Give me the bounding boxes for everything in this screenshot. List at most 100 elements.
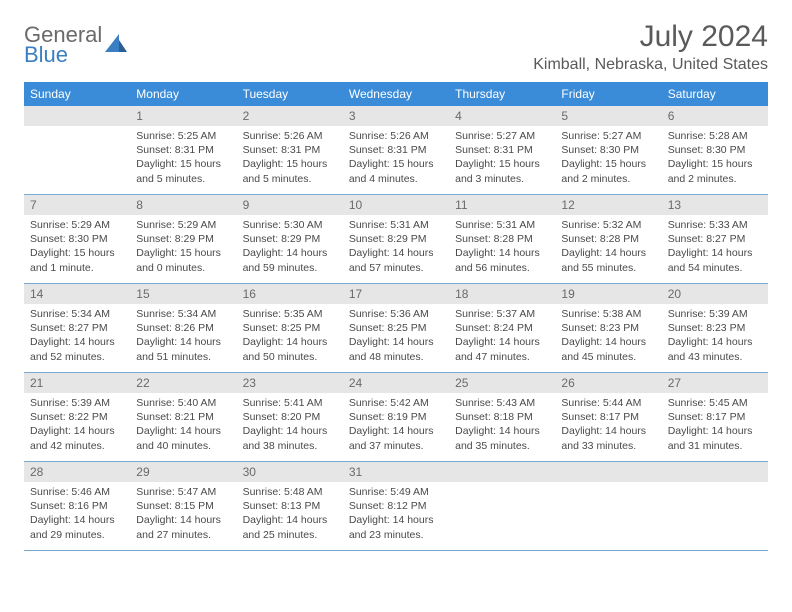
day-number: 14	[24, 284, 130, 304]
day-number	[662, 462, 768, 482]
day-number: 9	[237, 195, 343, 215]
day-number: 15	[130, 284, 236, 304]
day-number: 2	[237, 106, 343, 126]
calendar-week-row: 14Sunrise: 5:34 AMSunset: 8:27 PMDayligh…	[24, 284, 768, 373]
day-content: Sunrise: 5:28 AMSunset: 8:30 PMDaylight:…	[662, 126, 768, 192]
day-number: 12	[555, 195, 661, 215]
day-content: Sunrise: 5:42 AMSunset: 8:19 PMDaylight:…	[343, 393, 449, 459]
day-content: Sunrise: 5:39 AMSunset: 8:23 PMDaylight:…	[662, 304, 768, 370]
calendar-week-row: 21Sunrise: 5:39 AMSunset: 8:22 PMDayligh…	[24, 373, 768, 462]
weekday-header: Tuesday	[237, 82, 343, 106]
day-number: 21	[24, 373, 130, 393]
day-number: 31	[343, 462, 449, 482]
calendar-day-cell: 9Sunrise: 5:30 AMSunset: 8:29 PMDaylight…	[237, 195, 343, 284]
day-number: 7	[24, 195, 130, 215]
brand-word2: Blue	[24, 44, 102, 66]
day-content: Sunrise: 5:37 AMSunset: 8:24 PMDaylight:…	[449, 304, 555, 370]
calendar-day-cell: 8Sunrise: 5:29 AMSunset: 8:29 PMDaylight…	[130, 195, 236, 284]
day-content: Sunrise: 5:35 AMSunset: 8:25 PMDaylight:…	[237, 304, 343, 370]
day-number: 5	[555, 106, 661, 126]
month-title: July 2024	[533, 20, 768, 54]
weekday-header: Friday	[555, 82, 661, 106]
day-number: 18	[449, 284, 555, 304]
day-content: Sunrise: 5:31 AMSunset: 8:29 PMDaylight:…	[343, 215, 449, 281]
day-number: 8	[130, 195, 236, 215]
calendar-week-row: 1Sunrise: 5:25 AMSunset: 8:31 PMDaylight…	[24, 106, 768, 195]
day-number: 28	[24, 462, 130, 482]
calendar-week-row: 7Sunrise: 5:29 AMSunset: 8:30 PMDaylight…	[24, 195, 768, 284]
calendar-day-cell: 28Sunrise: 5:46 AMSunset: 8:16 PMDayligh…	[24, 462, 130, 551]
calendar-day-cell: 23Sunrise: 5:41 AMSunset: 8:20 PMDayligh…	[237, 373, 343, 462]
day-content: Sunrise: 5:27 AMSunset: 8:30 PMDaylight:…	[555, 126, 661, 192]
calendar-day-cell: 1Sunrise: 5:25 AMSunset: 8:31 PMDaylight…	[130, 106, 236, 195]
calendar-day-cell: 29Sunrise: 5:47 AMSunset: 8:15 PMDayligh…	[130, 462, 236, 551]
day-content: Sunrise: 5:34 AMSunset: 8:27 PMDaylight:…	[24, 304, 130, 370]
weekday-header: Monday	[130, 82, 236, 106]
header: General Blue July 2024 Kimball, Nebraska…	[24, 20, 768, 74]
calendar-day-cell: 14Sunrise: 5:34 AMSunset: 8:27 PMDayligh…	[24, 284, 130, 373]
day-number: 24	[343, 373, 449, 393]
day-content: Sunrise: 5:47 AMSunset: 8:15 PMDaylight:…	[130, 482, 236, 548]
calendar-empty-cell	[24, 106, 130, 195]
calendar-day-cell: 4Sunrise: 5:27 AMSunset: 8:31 PMDaylight…	[449, 106, 555, 195]
calendar-day-cell: 27Sunrise: 5:45 AMSunset: 8:17 PMDayligh…	[662, 373, 768, 462]
brand-logo: General Blue	[24, 20, 127, 66]
day-number	[24, 106, 130, 126]
day-content: Sunrise: 5:49 AMSunset: 8:12 PMDaylight:…	[343, 482, 449, 548]
day-number: 4	[449, 106, 555, 126]
weekday-header: Thursday	[449, 82, 555, 106]
day-number: 23	[237, 373, 343, 393]
calendar-day-cell: 3Sunrise: 5:26 AMSunset: 8:31 PMDaylight…	[343, 106, 449, 195]
day-content: Sunrise: 5:34 AMSunset: 8:26 PMDaylight:…	[130, 304, 236, 370]
calendar-day-cell: 21Sunrise: 5:39 AMSunset: 8:22 PMDayligh…	[24, 373, 130, 462]
calendar-empty-cell	[662, 462, 768, 551]
day-number: 10	[343, 195, 449, 215]
day-content: Sunrise: 5:29 AMSunset: 8:30 PMDaylight:…	[24, 215, 130, 281]
calendar-day-cell: 25Sunrise: 5:43 AMSunset: 8:18 PMDayligh…	[449, 373, 555, 462]
calendar-day-cell: 18Sunrise: 5:37 AMSunset: 8:24 PMDayligh…	[449, 284, 555, 373]
day-content: Sunrise: 5:25 AMSunset: 8:31 PMDaylight:…	[130, 126, 236, 192]
day-number: 22	[130, 373, 236, 393]
calendar-day-cell: 13Sunrise: 5:33 AMSunset: 8:27 PMDayligh…	[662, 195, 768, 284]
calendar-day-cell: 30Sunrise: 5:48 AMSunset: 8:13 PMDayligh…	[237, 462, 343, 551]
day-number: 16	[237, 284, 343, 304]
day-number: 20	[662, 284, 768, 304]
day-content: Sunrise: 5:29 AMSunset: 8:29 PMDaylight:…	[130, 215, 236, 281]
day-number: 30	[237, 462, 343, 482]
day-number: 25	[449, 373, 555, 393]
weekday-header: Saturday	[662, 82, 768, 106]
day-content: Sunrise: 5:45 AMSunset: 8:17 PMDaylight:…	[662, 393, 768, 459]
calendar-table: SundayMondayTuesdayWednesdayThursdayFrid…	[24, 82, 768, 551]
calendar-day-cell: 16Sunrise: 5:35 AMSunset: 8:25 PMDayligh…	[237, 284, 343, 373]
day-content: Sunrise: 5:27 AMSunset: 8:31 PMDaylight:…	[449, 126, 555, 192]
day-content: Sunrise: 5:41 AMSunset: 8:20 PMDaylight:…	[237, 393, 343, 459]
calendar-week-row: 28Sunrise: 5:46 AMSunset: 8:16 PMDayligh…	[24, 462, 768, 551]
location: Kimball, Nebraska, United States	[533, 56, 768, 74]
day-number	[449, 462, 555, 482]
calendar-empty-cell	[449, 462, 555, 551]
calendar-day-cell: 2Sunrise: 5:26 AMSunset: 8:31 PMDaylight…	[237, 106, 343, 195]
day-content: Sunrise: 5:39 AMSunset: 8:22 PMDaylight:…	[24, 393, 130, 459]
day-content: Sunrise: 5:46 AMSunset: 8:16 PMDaylight:…	[24, 482, 130, 548]
day-content: Sunrise: 5:33 AMSunset: 8:27 PMDaylight:…	[662, 215, 768, 281]
calendar-day-cell: 20Sunrise: 5:39 AMSunset: 8:23 PMDayligh…	[662, 284, 768, 373]
calendar-day-cell: 5Sunrise: 5:27 AMSunset: 8:30 PMDaylight…	[555, 106, 661, 195]
day-content: Sunrise: 5:32 AMSunset: 8:28 PMDaylight:…	[555, 215, 661, 281]
calendar-day-cell: 31Sunrise: 5:49 AMSunset: 8:12 PMDayligh…	[343, 462, 449, 551]
day-content: Sunrise: 5:44 AMSunset: 8:17 PMDaylight:…	[555, 393, 661, 459]
calendar-day-cell: 26Sunrise: 5:44 AMSunset: 8:17 PMDayligh…	[555, 373, 661, 462]
day-number: 6	[662, 106, 768, 126]
day-number: 11	[449, 195, 555, 215]
day-content: Sunrise: 5:40 AMSunset: 8:21 PMDaylight:…	[130, 393, 236, 459]
day-content: Sunrise: 5:48 AMSunset: 8:13 PMDaylight:…	[237, 482, 343, 548]
calendar-day-cell: 17Sunrise: 5:36 AMSunset: 8:25 PMDayligh…	[343, 284, 449, 373]
weekday-header: Wednesday	[343, 82, 449, 106]
calendar-empty-cell	[555, 462, 661, 551]
brand-text: General Blue	[24, 24, 102, 66]
calendar-day-cell: 12Sunrise: 5:32 AMSunset: 8:28 PMDayligh…	[555, 195, 661, 284]
day-content: Sunrise: 5:30 AMSunset: 8:29 PMDaylight:…	[237, 215, 343, 281]
calendar-day-cell: 11Sunrise: 5:31 AMSunset: 8:28 PMDayligh…	[449, 195, 555, 284]
day-content: Sunrise: 5:43 AMSunset: 8:18 PMDaylight:…	[449, 393, 555, 459]
day-content: Sunrise: 5:38 AMSunset: 8:23 PMDaylight:…	[555, 304, 661, 370]
calendar-day-cell: 6Sunrise: 5:28 AMSunset: 8:30 PMDaylight…	[662, 106, 768, 195]
